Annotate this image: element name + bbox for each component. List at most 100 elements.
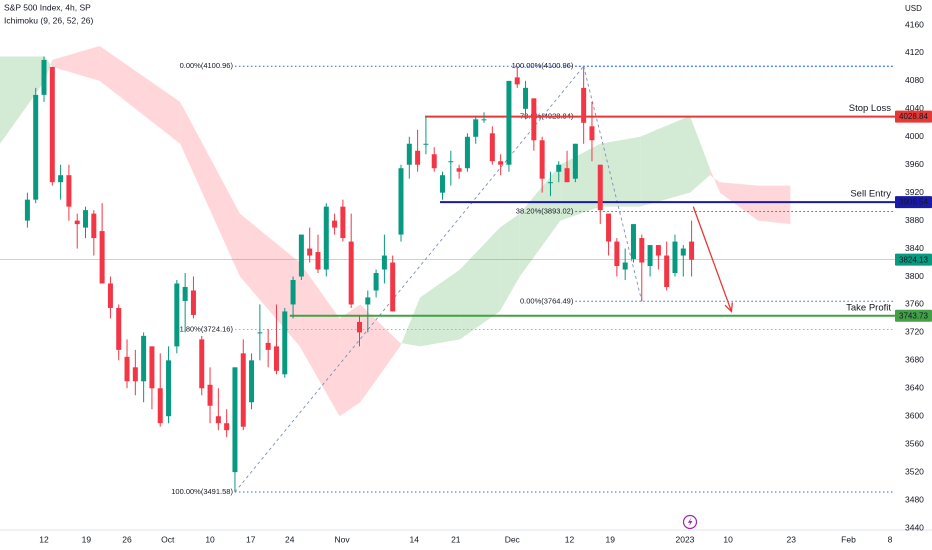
- candle-body: [149, 346, 155, 389]
- candle-body: [581, 87, 587, 123]
- candle-body: [464, 136, 470, 169]
- candle-body: [24, 199, 30, 221]
- cloud-segment: [459, 227, 500, 340]
- candle-body: [672, 241, 678, 274]
- cloud-segment: [360, 304, 401, 403]
- y-tick-label: 3960: [905, 159, 924, 169]
- candle-body: [664, 255, 670, 287]
- y-tick-label: 3720: [905, 327, 924, 337]
- candle-body: [182, 286, 188, 301]
- candle-body: [232, 367, 238, 473]
- y-tick-label: 4080: [905, 75, 924, 85]
- candle-body: [356, 321, 362, 333]
- candle-body: [257, 332, 263, 334]
- candle-body: [406, 143, 412, 165]
- y-tick-label: 3760: [905, 299, 924, 309]
- fib-label: 100.00%(4100.96): [512, 61, 574, 70]
- y-tick-label: 4040: [905, 103, 924, 113]
- price-tag-label: 3906.54: [899, 198, 928, 207]
- candle-body: [489, 133, 495, 162]
- candle-body: [265, 342, 271, 350]
- x-tick-label: Oct: [161, 534, 175, 544]
- cloud-segment: [99, 45, 181, 144]
- y-tick-label: 3560: [905, 438, 924, 448]
- y-tick-label: 3880: [905, 215, 924, 225]
- y-tick-label: 4120: [905, 47, 924, 57]
- cloud-segment: [758, 185, 791, 225]
- candle-body: [157, 388, 163, 424]
- y-tick-label: 3520: [905, 466, 924, 476]
- candle-body: [107, 283, 113, 308]
- price-tag: [895, 110, 932, 123]
- candle-body: [332, 220, 338, 228]
- currency-label: USD: [905, 4, 922, 13]
- trend-line: [583, 66, 643, 302]
- lightning-icon[interactable]: [682, 514, 698, 530]
- candle-body: [307, 248, 313, 256]
- x-tick-label: 19: [82, 534, 92, 544]
- candle-body: [116, 307, 122, 350]
- x-tick-label: 8: [888, 534, 893, 544]
- y-tick-label: 3840: [905, 243, 924, 253]
- candle-body: [647, 245, 653, 267]
- cloud-segment: [180, 101, 240, 277]
- candle-body: [99, 231, 105, 284]
- cloud-segment: [499, 213, 520, 312]
- candle-body: [639, 238, 645, 263]
- candle-body: [91, 213, 97, 239]
- candle-body: [340, 206, 346, 239]
- price-tag-label: 4028.84: [899, 112, 928, 121]
- y-tick-label: 4000: [905, 131, 924, 141]
- candle-body: [323, 206, 329, 270]
- candle-body: [655, 245, 661, 256]
- candle-body: [273, 346, 279, 371]
- candle-body: [523, 87, 529, 109]
- candle-body: [215, 416, 221, 424]
- cloud-segment: [52, 45, 100, 81]
- arrow-head: [724, 302, 733, 313]
- cloud-segment: [44, 56, 53, 81]
- candle-body: [365, 297, 371, 305]
- candle-body: [249, 360, 255, 403]
- candle-body: [199, 339, 205, 389]
- candle-body: [531, 98, 537, 141]
- x-tick-label: 21: [451, 534, 461, 544]
- indicator-label: Ichimoku (9, 26, 52, 26): [4, 15, 93, 25]
- candle-body: [498, 161, 504, 165]
- candle-body: [58, 175, 64, 183]
- x-tick-label: Feb: [841, 534, 856, 544]
- candle-body: [514, 77, 520, 85]
- candle-body: [166, 360, 172, 417]
- candle-body: [680, 248, 686, 256]
- cloud-segment: [339, 304, 361, 417]
- candle-body: [547, 182, 553, 184]
- price-tag: [895, 309, 932, 322]
- arrow-shaft: [692, 206, 733, 312]
- candle-body: [572, 143, 578, 179]
- candle-body: [282, 311, 288, 375]
- candle-body: [348, 241, 354, 305]
- y-tick-label: 3600: [905, 410, 924, 420]
- trend-line: [234, 65, 585, 493]
- candle-body: [41, 59, 47, 95]
- ichimoku-cloud: [0, 45, 791, 417]
- candle-body: [473, 119, 479, 137]
- x-tick-label: 26: [122, 534, 132, 544]
- candle-body: [83, 210, 89, 228]
- x-tick-label: 19: [605, 534, 615, 544]
- x-tick-label: 24: [285, 534, 295, 544]
- candle-body: [589, 126, 595, 141]
- fib-label: 61.80%(3724.16): [175, 324, 233, 333]
- axes: 4160 4120 4080 4040 4000 3960 3920 3880 3840 3800…: [0, 19, 932, 544]
- candle-body: [506, 80, 512, 165]
- cloud-segment: [640, 115, 690, 207]
- candle-body: [415, 150, 421, 165]
- cloud-segment: [299, 262, 340, 417]
- x-tick-label: Dec: [505, 534, 521, 544]
- chart-title: S&P 500 Index, 4h, SP: [4, 2, 91, 12]
- y-tick-label: 3920: [905, 187, 924, 197]
- x-tick-label: 12: [565, 534, 575, 544]
- candle-body: [398, 168, 404, 235]
- candle-body: [33, 94, 39, 200]
